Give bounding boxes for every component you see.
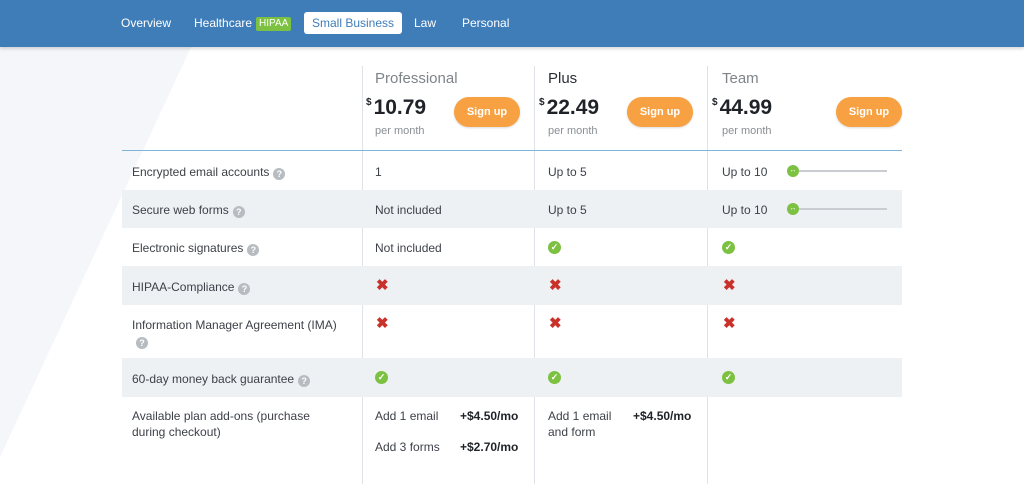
signup-button-team[interactable]: Sign up — [836, 97, 902, 127]
table-row: Encrypted email accounts? 1 Up to 5 Up t… — [122, 152, 902, 190]
addon-name: Add 1 email and form — [548, 408, 611, 440]
plan-period: per month — [722, 125, 772, 137]
price-amount: 22.49 — [546, 96, 600, 119]
email-accounts-slider[interactable]: ↔ — [787, 165, 887, 177]
plan-name-plus: Plus — [548, 70, 578, 87]
table-row: Information Manager Agreement (IMA)? ✖ ✖… — [122, 305, 902, 358]
currency-symbol: $ — [366, 97, 372, 108]
feature-label: Available plan add-ons (purchase during … — [132, 408, 310, 440]
slider-track — [791, 170, 887, 172]
nav-personal[interactable]: Personal — [462, 16, 510, 30]
feature-label: Information Manager Agreement (IMA)? — [132, 317, 367, 349]
check-icon: ✓ — [548, 371, 561, 384]
help-icon[interactable]: ? — [232, 206, 245, 218]
nav-small-business[interactable]: Small Business — [304, 12, 403, 34]
value-professional: Not included — [375, 241, 442, 255]
plan-name-professional: Professional — [375, 70, 458, 87]
feature-label-text: Encrypted email accounts — [132, 165, 270, 179]
help-icon[interactable]: ? — [247, 244, 260, 256]
plan-price-team: $44.99 — [712, 96, 772, 120]
check-icon: ✓ — [722, 371, 735, 384]
price-amount: 10.79 — [373, 96, 427, 119]
table-row: Secure web forms? Not included Up to 5 U… — [122, 190, 902, 228]
value-professional: Not included — [375, 203, 442, 217]
cross-icon: ✖ — [549, 277, 562, 294]
plan-price-plus: $22.49 — [539, 96, 599, 120]
feature-label-text: Information Manager Agreement (IMA) — [132, 318, 337, 332]
table-row: HIPAA-Compliance? ✖ ✖ ✖ — [122, 266, 902, 305]
table-row: 60-day money back guarantee? ✓ ✓ ✓ — [122, 358, 902, 397]
value-team: Up to 10 — [722, 165, 768, 179]
addon-name: Add 1 email — [375, 409, 439, 423]
addon-name-line1: Add 1 email — [548, 409, 612, 423]
nav-law[interactable]: Law — [414, 16, 437, 30]
help-icon[interactable]: ? — [238, 283, 251, 295]
price-amount: 44.99 — [719, 96, 773, 119]
value-plus: Up to 5 — [548, 203, 587, 217]
value-plus: Up to 5 — [548, 165, 587, 179]
addon-name-line2: and form — [548, 425, 596, 439]
feature-label-text: HIPAA-Compliance — [132, 280, 235, 294]
value-professional: 1 — [375, 165, 382, 179]
currency-symbol: $ — [712, 97, 718, 108]
feature-label: 60-day money back guarantee? — [132, 371, 311, 387]
nav-overview[interactable]: Overview — [121, 16, 172, 30]
cross-icon: ✖ — [376, 315, 389, 332]
table-row: Available plan add-ons (purchase during … — [122, 397, 902, 484]
slider-track — [791, 208, 887, 210]
plan-period: per month — [548, 125, 598, 137]
nav-healthcare[interactable]: Healthcare HIPAA — [194, 12, 292, 34]
slider-handle-icon[interactable]: ↔ — [787, 203, 799, 215]
header-divider — [122, 150, 902, 151]
feature-label-text: Secure web forms — [132, 203, 229, 217]
feature-label: Encrypted email accounts? — [132, 164, 286, 180]
feature-label-text: Electronic signatures — [132, 241, 244, 255]
feature-label-line1: Available plan add-ons (purchase — [132, 409, 310, 423]
signup-button-professional[interactable]: Sign up — [454, 97, 520, 127]
feature-label: Electronic signatures? — [132, 240, 260, 256]
currency-symbol: $ — [539, 97, 545, 108]
plan-period: per month — [375, 125, 425, 137]
hipaa-badge: HIPAA — [256, 17, 292, 31]
addon-price: +$4.50/mo — [460, 409, 519, 423]
check-icon: ✓ — [722, 241, 735, 254]
feature-label-text: 60-day money back guarantee — [132, 372, 295, 386]
help-icon[interactable]: ? — [298, 375, 311, 387]
top-nav: Overview Healthcare HIPAA Small Business … — [0, 0, 1024, 47]
signup-button-plus[interactable]: Sign up — [627, 97, 693, 127]
slider-handle-icon[interactable]: ↔ — [787, 165, 799, 177]
value-team: Up to 10 — [722, 203, 768, 217]
addon-price: +$4.50/mo — [633, 409, 692, 423]
cross-icon: ✖ — [723, 315, 736, 332]
feature-label: HIPAA-Compliance? — [132, 279, 251, 295]
plan-name-team: Team — [722, 70, 759, 87]
cross-icon: ✖ — [549, 315, 562, 332]
help-icon[interactable]: ? — [273, 168, 286, 180]
web-forms-slider[interactable]: ↔ — [787, 203, 887, 215]
help-icon[interactable]: ? — [136, 337, 148, 349]
table-row: Electronic signatures? Not included ✓ ✓ — [122, 228, 902, 266]
feature-label: Secure web forms? — [132, 202, 245, 218]
plan-price-professional: $10.79 — [366, 96, 426, 120]
feature-label-line2: during checkout) — [132, 425, 221, 439]
cross-icon: ✖ — [723, 277, 736, 294]
check-icon: ✓ — [548, 241, 561, 254]
addon-price: +$2.70/mo — [460, 440, 519, 454]
check-icon: ✓ — [375, 371, 388, 384]
cross-icon: ✖ — [376, 277, 389, 294]
addon-name: Add 3 forms — [375, 440, 440, 454]
nav-healthcare-label: Healthcare — [194, 16, 253, 30]
